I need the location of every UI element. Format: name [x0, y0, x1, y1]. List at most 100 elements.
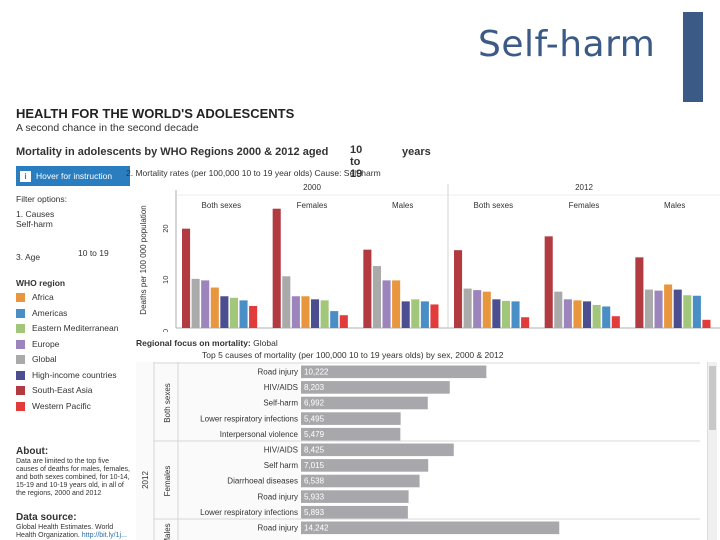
cause-label: Lower respiratory infections [200, 414, 298, 423]
bar [644, 289, 653, 328]
bar [210, 287, 219, 328]
filter-title: Filter options: [16, 194, 68, 204]
bar [501, 300, 510, 328]
hbar [301, 396, 428, 410]
legend-swatch [16, 339, 25, 349]
about-title: About: [16, 446, 49, 457]
cause-select[interactable]: Self-harm [16, 219, 53, 229]
hbar [301, 490, 409, 503]
bar [311, 299, 320, 328]
bar [220, 296, 229, 328]
top5-title: Top 5 causes of mortality (per 100,000 1… [202, 350, 504, 360]
sex-header: Males [664, 201, 685, 210]
regional-focus-select[interactable]: Global [253, 338, 278, 348]
year-header: 2012 [575, 183, 593, 192]
bar [454, 250, 463, 328]
bar [330, 311, 339, 328]
hbar-value-label: 8,203 [304, 383, 325, 392]
year-label: 2012 [141, 471, 150, 489]
bar [511, 301, 520, 328]
cause-label: Road injury [258, 524, 298, 533]
source-title: Data source: [16, 512, 77, 523]
region-title: WHO region [16, 278, 66, 288]
legend-swatch [16, 308, 25, 318]
hbar-value-label: 7,015 [304, 461, 325, 470]
bar [521, 317, 530, 328]
legend-label: South-East Asia [32, 385, 93, 395]
dashboard: HEALTH FOR THE WORLD'S ADOLESCENTS A sec… [10, 100, 720, 540]
y-tick-label: 20 [161, 224, 170, 232]
legend-label: Global [32, 354, 57, 364]
legend-label: Africa [32, 292, 54, 302]
hbar-value-label: 6,992 [304, 399, 325, 408]
dashboard-heading: Mortality in adolescents by WHO Regions … [16, 144, 431, 180]
hbar [301, 381, 450, 394]
sex-header: Males [392, 201, 413, 210]
sex-header: Both sexes [474, 201, 514, 210]
hbar [301, 412, 401, 425]
bar [482, 291, 491, 328]
sex-header: Females [297, 201, 328, 210]
bar [320, 300, 329, 328]
section-label: Both sexes [163, 383, 172, 423]
source-link[interactable]: http://bit.ly/1j... [81, 532, 127, 539]
about-text: Data are limited to the top five causes … [16, 458, 130, 497]
bar [411, 299, 420, 328]
legend-label: Eastern Mediterranean [32, 323, 119, 333]
bar [201, 280, 210, 328]
cause-label: Diarrhoeal diseases [227, 477, 298, 486]
cause-label: Road injury [258, 368, 298, 377]
rates-title: 2. Mortality rates (per 100,000 10 to 19… [126, 168, 381, 178]
slide-title: Self-harm [478, 24, 656, 65]
bar [272, 208, 281, 328]
cause-label: Interpersonal violence [220, 430, 299, 439]
legend-label: Europe [32, 338, 60, 349]
hover-button-label: Hover for instruction [36, 171, 113, 181]
bar [635, 257, 644, 328]
bar [382, 280, 391, 328]
cause-label: Self harm [264, 461, 299, 470]
legend-swatch [16, 370, 25, 380]
bar [191, 278, 200, 328]
hbar-value-label: 14,242 [304, 524, 329, 533]
bar [229, 297, 238, 328]
bar [392, 280, 401, 328]
section-label: Females [163, 466, 172, 497]
sex-header: Both sexes [202, 201, 242, 210]
hbar [301, 505, 408, 519]
info-icon: i [20, 171, 31, 182]
scroll-thumb[interactable] [709, 366, 716, 430]
heading-text: Mortality in adolescents by WHO Regions … [16, 146, 329, 158]
bar [372, 266, 381, 328]
bar [463, 288, 472, 328]
hover-instruction-button[interactable]: i Hover for instruction [16, 166, 130, 186]
section-label: Males [163, 523, 172, 540]
cause-label: Road injury [258, 492, 298, 501]
bar [683, 295, 692, 328]
age-selector[interactable]: 10 to 19 [350, 144, 363, 180]
bar [673, 289, 682, 328]
row-background [136, 362, 300, 540]
bar [430, 304, 439, 328]
dashboard-title: HEALTH FOR THE WORLD'S ADOLESCENTS [16, 106, 295, 121]
hbar [301, 443, 454, 457]
legend-label: Western Pacific [32, 400, 91, 411]
bar [339, 315, 348, 328]
hbar [301, 365, 487, 379]
bar [239, 300, 248, 328]
bar [611, 316, 620, 328]
bar [602, 306, 611, 328]
age-label: 3. Age [16, 252, 41, 262]
hbar-value-label: 10,222 [304, 368, 329, 377]
heading-years: years [402, 146, 431, 158]
legend-swatch [16, 401, 25, 411]
bar [664, 284, 673, 328]
hbar-value-label: 8,425 [304, 446, 325, 455]
cause-label: HIV/AIDS [264, 383, 298, 392]
regional-focus-label: Regional focus on mortality: [136, 338, 251, 348]
bar [654, 290, 663, 328]
top5-scrollbar[interactable] [707, 362, 717, 540]
top5-causes-chart: 2012 Both sexes Females Males Road injury 10,… [136, 362, 700, 540]
bar [702, 319, 711, 328]
age-select[interactable]: 10 to 19 [78, 248, 109, 258]
